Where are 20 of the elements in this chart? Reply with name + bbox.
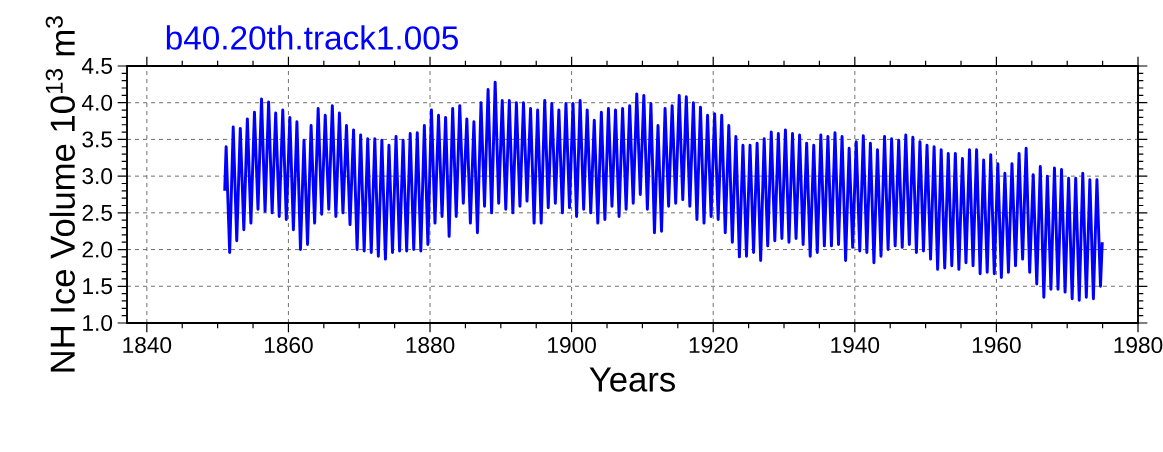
y-tick-label: 4.0: [81, 94, 113, 111]
x-tick-label: 1840: [123, 337, 172, 354]
y-tick-label: 3.5: [82, 131, 113, 148]
x-tick-label: 1880: [406, 337, 455, 354]
x-tick-label: 1960: [972, 337, 1021, 354]
y-tick-label: 3.0: [82, 168, 113, 185]
y-axis-title: NH Ice Volume 10$^{13}$ m$^{3}$: [45, 16, 75, 372]
x-tick-label: 1940: [831, 337, 880, 354]
y-tick-label: 1.0: [83, 314, 113, 332]
x-tick-label: 1980: [1114, 337, 1163, 354]
chart-title: b40.20th.track1.005: [166, 25, 458, 50]
y-tick-label: 2.5: [82, 204, 113, 221]
x-tick-label: 1900: [548, 337, 596, 354]
x-tick-label: 1860: [264, 337, 313, 354]
y-tick-label: 2.0: [82, 241, 113, 258]
y-tick-label: 4.5: [81, 58, 113, 74]
x-axis-title: Years: [589, 367, 675, 392]
y-tick-label: 1.5: [83, 278, 113, 295]
x-tick-label: 1920: [689, 337, 738, 354]
line-series: [223, 80, 1104, 302]
